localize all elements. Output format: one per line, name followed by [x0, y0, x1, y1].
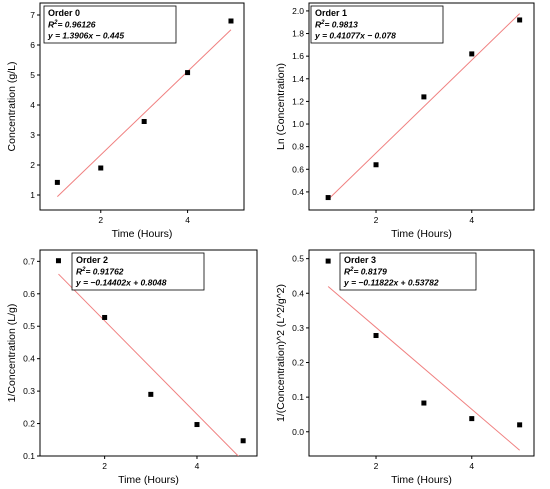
data-point	[194, 422, 200, 428]
y-tick-label: 1	[30, 190, 35, 200]
y-tick-label: 7	[30, 10, 35, 20]
y-tick-label: 0.1	[23, 451, 35, 461]
fit-equation: y = 1.3906x − 0.445	[47, 31, 124, 41]
data-point	[469, 51, 475, 57]
y-axis-label: 1/Concentration (L/g)	[6, 304, 18, 403]
r-squared: R2= 0.91762	[76, 267, 124, 277]
y-tick-label: 0.5	[292, 254, 304, 264]
fit-equation: y = 0.41077x − 0.078	[314, 31, 396, 41]
y-tick-label: 6	[30, 40, 35, 50]
fit-equation: y = −0.14402x + 0.8048	[75, 278, 167, 288]
y-tick-label: 0.8	[292, 142, 304, 152]
x-tick-label: 2	[98, 215, 103, 225]
y-tick-label: 0.6	[23, 289, 35, 299]
y-tick-label: 0.3	[292, 323, 304, 333]
fit-line	[57, 29, 232, 197]
data-point	[373, 333, 379, 339]
x-axis-label: Time (Hours)	[391, 474, 452, 486]
data-point	[54, 179, 60, 185]
chart-panel-1: 1 2 3 4 5 6 7 2 4 Time (Hours) Concentration (g/L)…	[6, 2, 245, 240]
x-axis-label: Time (Hours)	[118, 474, 179, 486]
r-squared: R2= 0.8179	[344, 267, 387, 277]
data-point	[98, 165, 104, 171]
y-axis-label: Concentration (g/L)	[6, 62, 18, 152]
data-point	[421, 400, 427, 406]
y-tick-label: 1.0	[292, 119, 304, 129]
fit-line	[58, 273, 239, 456]
data-point	[55, 258, 61, 264]
chart-panel-2: 0.4 0.6 0.8 1.0 1.2 1.4 1.6 1.8 2.0 2 4 Time (Hours…	[275, 2, 535, 240]
data-point	[240, 438, 246, 444]
data-point	[373, 162, 379, 168]
y-tick-label: 1.4	[292, 74, 304, 84]
x-tick-label: 4	[469, 461, 474, 471]
y-tick-label: 5	[30, 70, 35, 80]
y-tick-label: 0.5	[23, 321, 35, 331]
legend-box	[339, 252, 477, 291]
y-tick-label: 0.1	[292, 392, 304, 402]
plot-frame	[308, 249, 535, 457]
y-tick-label: 1.6	[292, 51, 304, 61]
y-tick-label: 2.0	[292, 6, 304, 16]
data-point	[325, 258, 331, 264]
data-point	[421, 94, 427, 100]
y-tick-label: 0.4	[23, 354, 35, 364]
x-tick-label: 2	[102, 461, 107, 471]
data-point	[228, 18, 234, 24]
y-tick-label: 0.7	[23, 256, 35, 266]
x-tick-label: 4	[469, 215, 474, 225]
y-tick-label: 0.4	[292, 288, 304, 298]
legend-title: Order 2	[76, 255, 108, 265]
y-tick-label: 0.2	[292, 358, 304, 368]
legend-box	[310, 5, 444, 44]
chart-panel-4: 0.0 0.1 0.2 0.3 0.4 0.5 2 4 Time (Hours) 1/(Conce…	[275, 249, 535, 486]
plot-frame	[39, 2, 245, 211]
x-axis-label: Time (Hours)	[391, 228, 452, 240]
y-tick-label: 0.6	[292, 164, 304, 174]
x-tick-label: 4	[185, 215, 190, 225]
data-point	[185, 70, 191, 76]
y-tick-label: 3	[30, 130, 35, 140]
data-point	[102, 314, 108, 320]
y-axis-label: Ln (Concentration)	[275, 63, 287, 150]
fit-line	[327, 13, 520, 200]
legend-title: Order 0	[48, 8, 80, 18]
x-tick-label: 4	[195, 461, 200, 471]
plot-frame	[39, 249, 258, 457]
y-axis-label: 1/(Concentration)^2 (L^2/g^2)	[275, 284, 287, 422]
chart-panel-3: 0.1 0.2 0.3 0.4 0.5 0.6 0.7 2 4 Time (Hours) 1/Con…	[6, 249, 258, 486]
legend-title: Order 1	[315, 8, 347, 18]
r-squared: R2= 0.9813	[315, 20, 358, 30]
y-tick-label: 0.2	[23, 419, 35, 429]
fit-line	[327, 286, 520, 451]
plot-frame	[308, 2, 535, 211]
legend-title: Order 3	[344, 255, 376, 265]
data-point	[517, 17, 523, 23]
fit-equation: y = −0.11822x + 0.53782	[343, 278, 439, 288]
y-tick-label: 1.2	[292, 96, 304, 106]
x-axis-label: Time (Hours)	[112, 228, 173, 240]
x-tick-label: 2	[374, 215, 379, 225]
r-squared: R2= 0.96126	[48, 20, 96, 30]
data-point	[325, 195, 331, 201]
y-tick-label: 0.3	[23, 386, 35, 396]
y-tick-label: 1.8	[292, 29, 304, 39]
data-point	[469, 416, 475, 422]
y-tick-label: 0.4	[292, 187, 304, 197]
y-tick-label: 0.0	[292, 427, 304, 437]
y-tick-label: 4	[30, 100, 35, 110]
legend-box	[43, 5, 177, 44]
data-point	[141, 119, 147, 124]
x-tick-label: 2	[374, 461, 379, 471]
data-point	[148, 391, 154, 397]
legend-box	[71, 252, 205, 291]
data-point	[517, 422, 523, 428]
y-tick-label: 2	[30, 160, 35, 170]
